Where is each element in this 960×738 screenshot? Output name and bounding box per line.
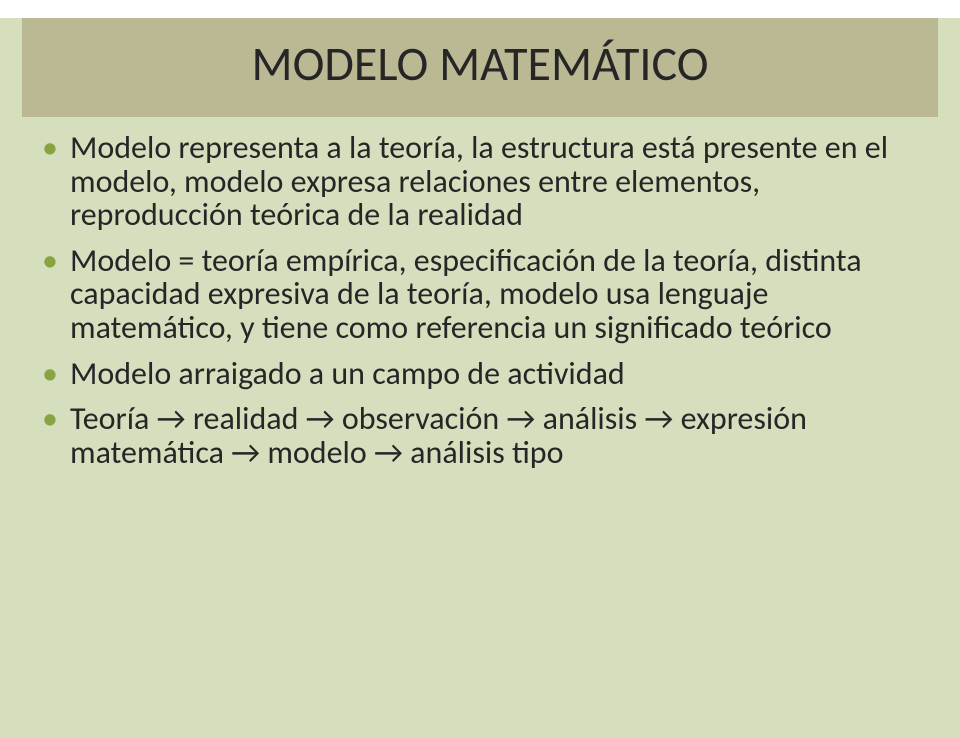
slide: MODELO MATEMÁTICO Modelo representa a la…: [0, 18, 960, 738]
slide-body: Modelo representa a la teoría, la estruc…: [70, 131, 930, 469]
bullet-list: Modelo representa a la teoría, la estruc…: [70, 131, 930, 469]
bullet-item: Teoría → realidad → observación → anális…: [70, 402, 930, 469]
bullet-item: Modelo arraigado a un campo de actividad: [70, 357, 930, 391]
bullet-item: Modelo = teoría empírica, especificación…: [70, 244, 930, 345]
slide-title: MODELO MATEMÁTICO: [22, 18, 938, 117]
bullet-item: Modelo representa a la teoría, la estruc…: [70, 131, 930, 232]
